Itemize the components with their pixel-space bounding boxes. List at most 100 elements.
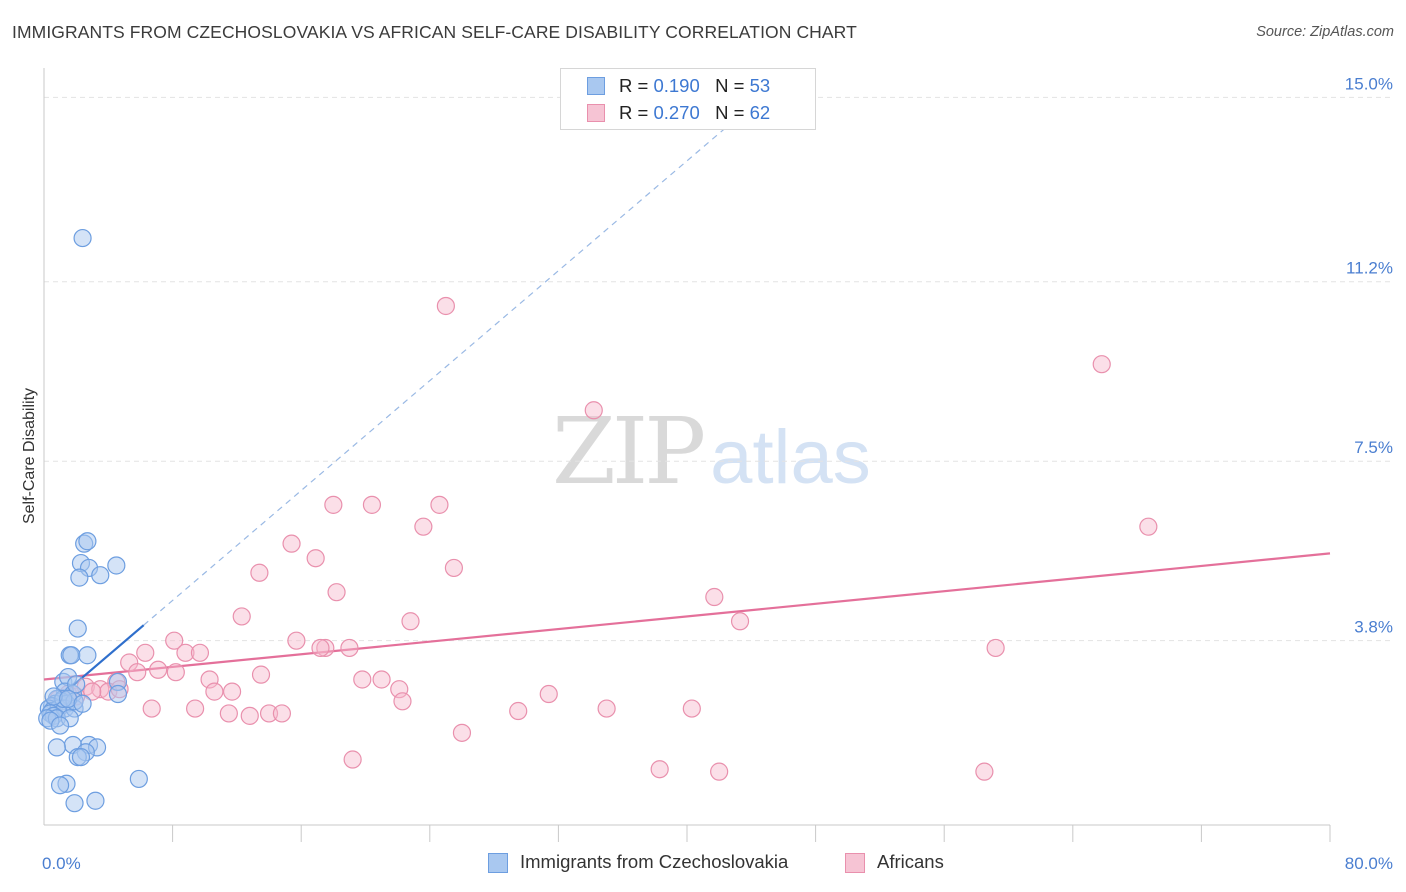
y-tick-label: 11.2% bbox=[1346, 259, 1393, 278]
africans-point bbox=[372, 670, 391, 689]
legend-n-value-blue: 53 bbox=[749, 75, 771, 96]
czechoslovakia-point bbox=[65, 794, 84, 813]
legend-n-label: N = bbox=[715, 75, 745, 96]
czechoslovakia-point bbox=[71, 747, 91, 767]
pink-trend-line bbox=[43, 552, 1331, 681]
x-tick-label: 0.0% bbox=[42, 854, 81, 873]
africans-point bbox=[324, 495, 343, 514]
africans-point bbox=[165, 631, 184, 650]
africans-point bbox=[650, 760, 669, 779]
africans-point bbox=[353, 670, 372, 689]
chart-title: IMMIGRANTS FROM CZECHOSLOVAKIA VS AFRICA… bbox=[12, 22, 857, 42]
africans-point bbox=[393, 692, 412, 711]
czechoslovakia-point bbox=[86, 791, 105, 810]
africans-point bbox=[149, 660, 168, 679]
czechoslovakia-point bbox=[70, 568, 89, 587]
africans-point bbox=[272, 704, 292, 723]
africans-point bbox=[176, 643, 195, 662]
czechoslovakia-point bbox=[68, 619, 87, 638]
africans-point bbox=[986, 638, 1005, 658]
legend-r-label: R = bbox=[619, 75, 649, 96]
africans-point bbox=[327, 583, 346, 602]
africans-point bbox=[311, 638, 330, 658]
africans-point bbox=[1092, 355, 1111, 374]
africans-point bbox=[430, 495, 449, 514]
legend-r-label: R = bbox=[619, 102, 649, 123]
africans-point bbox=[452, 723, 472, 742]
source-label: Source: ZipAtlas.com bbox=[1256, 24, 1394, 40]
africans-point bbox=[306, 549, 325, 568]
africans-point bbox=[222, 682, 242, 701]
czechoslovakia-point bbox=[107, 556, 126, 575]
africans-point bbox=[436, 296, 455, 316]
czechoslovakia-point bbox=[91, 566, 110, 585]
y-tick-label: 7.5% bbox=[1354, 438, 1393, 457]
watermark-zip: ZIP bbox=[552, 398, 706, 505]
watermark-atlas: atlas bbox=[710, 415, 871, 500]
bottom-legend-label-blue: Immigrants from Czechoslovakia bbox=[520, 851, 789, 872]
axes bbox=[43, 68, 1331, 842]
africans-point bbox=[190, 643, 210, 662]
africans-point bbox=[682, 699, 701, 718]
axis-labels: 3.8% 7.5% 11.2% 15.0% 0.0% 80.0% Self-Care Dis… bbox=[21, 74, 1393, 873]
y-tick-label: 3.8% bbox=[1354, 618, 1393, 637]
africans-point bbox=[282, 534, 301, 553]
africans-point bbox=[975, 762, 994, 781]
africans-point bbox=[1139, 517, 1158, 536]
africans-point bbox=[401, 612, 420, 631]
legend-n-label: N = bbox=[715, 102, 745, 123]
africans-point bbox=[539, 684, 558, 704]
data-points bbox=[38, 228, 1158, 813]
africans-point bbox=[710, 762, 729, 781]
africans-point bbox=[219, 704, 238, 723]
africans-point bbox=[251, 665, 271, 684]
bottom-legend-swatch-blue bbox=[488, 853, 508, 873]
bottom-legend-swatch-pink bbox=[845, 853, 865, 873]
africans-point bbox=[343, 750, 362, 769]
czechoslovakia-point bbox=[73, 694, 92, 713]
legend-swatch-pink bbox=[587, 104, 605, 122]
czechoslovakia-point bbox=[78, 532, 97, 551]
czechoslovakia-point bbox=[50, 776, 70, 795]
czechoslovakia-point bbox=[50, 716, 70, 735]
africans-point bbox=[316, 638, 335, 658]
africans-point bbox=[259, 704, 279, 723]
africans-point bbox=[705, 587, 724, 607]
africans-point bbox=[362, 495, 382, 514]
africans-point bbox=[287, 631, 306, 650]
zipatlas-watermark: ZIP atlas bbox=[552, 398, 871, 505]
africans-point bbox=[250, 563, 269, 582]
africans-point bbox=[730, 612, 750, 631]
africans-point bbox=[205, 682, 224, 701]
bottom-legend-label-pink: Africans bbox=[877, 851, 944, 872]
grid-lines bbox=[44, 96, 1392, 642]
czechoslovakia-point bbox=[78, 646, 97, 665]
africans-point bbox=[414, 517, 433, 536]
legend-r-value-pink: 0.270 bbox=[653, 102, 700, 123]
africans-point bbox=[240, 706, 259, 725]
y-tick-label: 15.0% bbox=[1345, 74, 1393, 93]
africans-point bbox=[136, 643, 155, 662]
blue-trend-extrapolated bbox=[143, 126, 728, 626]
legend-r-value-blue: 0.190 bbox=[653, 75, 700, 96]
y-axis-label: Self-Care Disability bbox=[21, 388, 38, 524]
africans-point bbox=[128, 663, 147, 682]
africans-point bbox=[200, 670, 219, 689]
x-tick-label: 80.0% bbox=[1345, 854, 1393, 873]
czechoslovakia-point bbox=[108, 684, 128, 704]
africans-point bbox=[584, 401, 603, 420]
africans-point bbox=[444, 558, 464, 578]
legend-n-value-pink: 62 bbox=[749, 102, 771, 123]
africans-point bbox=[340, 638, 359, 658]
correlation-legend: R = 0.190 N = 53 R = 0.270 N = 62 bbox=[560, 68, 816, 130]
czechoslovakia-point bbox=[47, 738, 66, 757]
africans-point bbox=[166, 663, 185, 682]
africans-point bbox=[142, 699, 161, 718]
czechoslovakia-point bbox=[73, 228, 92, 248]
africans-point bbox=[597, 699, 616, 718]
czechoslovakia-point bbox=[62, 646, 81, 665]
legend-swatch-blue bbox=[587, 77, 605, 95]
czechoslovakia-point bbox=[67, 675, 86, 694]
africans-point bbox=[509, 701, 528, 721]
